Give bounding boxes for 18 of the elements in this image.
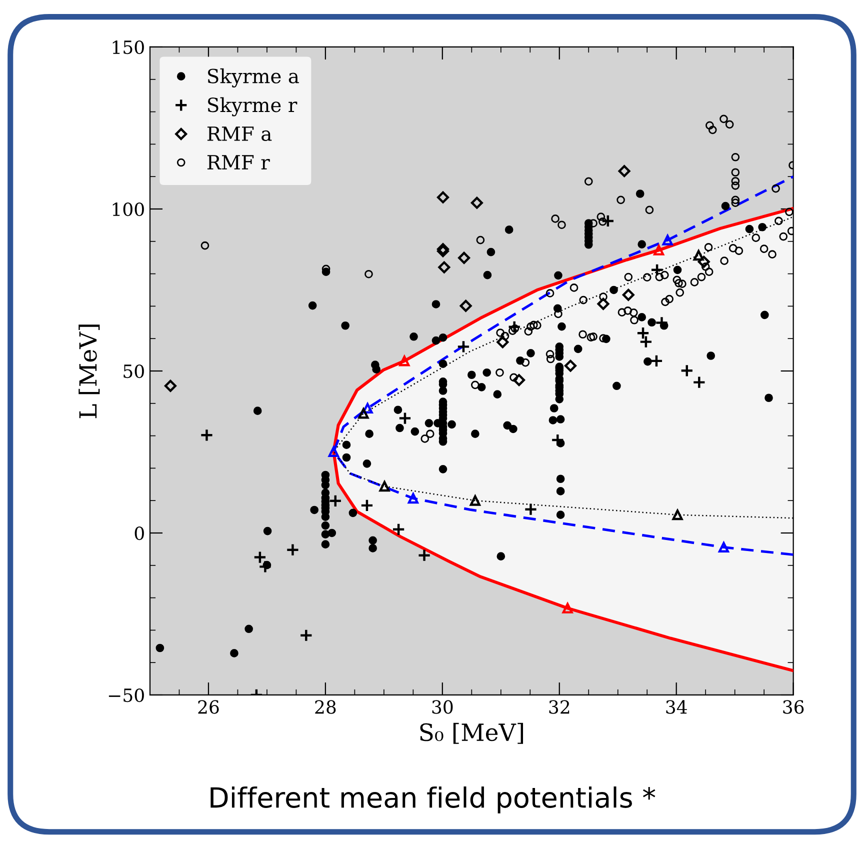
- y-tick-label: 0: [134, 526, 144, 540]
- y-tick-label: −50: [108, 688, 144, 702]
- x-tick-label: 30: [432, 700, 453, 714]
- legend-label: Skyrme r: [208, 97, 298, 116]
- x-tick-label: 32: [549, 700, 570, 714]
- legend-label: RMF r: [207, 155, 270, 170]
- x-tick-label: 36: [783, 700, 804, 714]
- y-tick-label: 50: [124, 364, 144, 378]
- y-tick-label: 150: [112, 40, 144, 54]
- x-axis-title: S₀ [MeV]: [420, 722, 524, 744]
- y-tick-label: 100: [112, 202, 144, 216]
- y-axis-title: L [MeV]: [78, 324, 100, 418]
- x-tick-label: 34: [666, 700, 687, 714]
- legend-label: Skyrme a: [208, 68, 299, 88]
- x-tick-label: 26: [198, 700, 219, 714]
- x-tick-label: 28: [315, 700, 336, 714]
- text: Different mean field potentials *: [210, 786, 656, 814]
- legend-label: RMF a: [207, 126, 272, 142]
